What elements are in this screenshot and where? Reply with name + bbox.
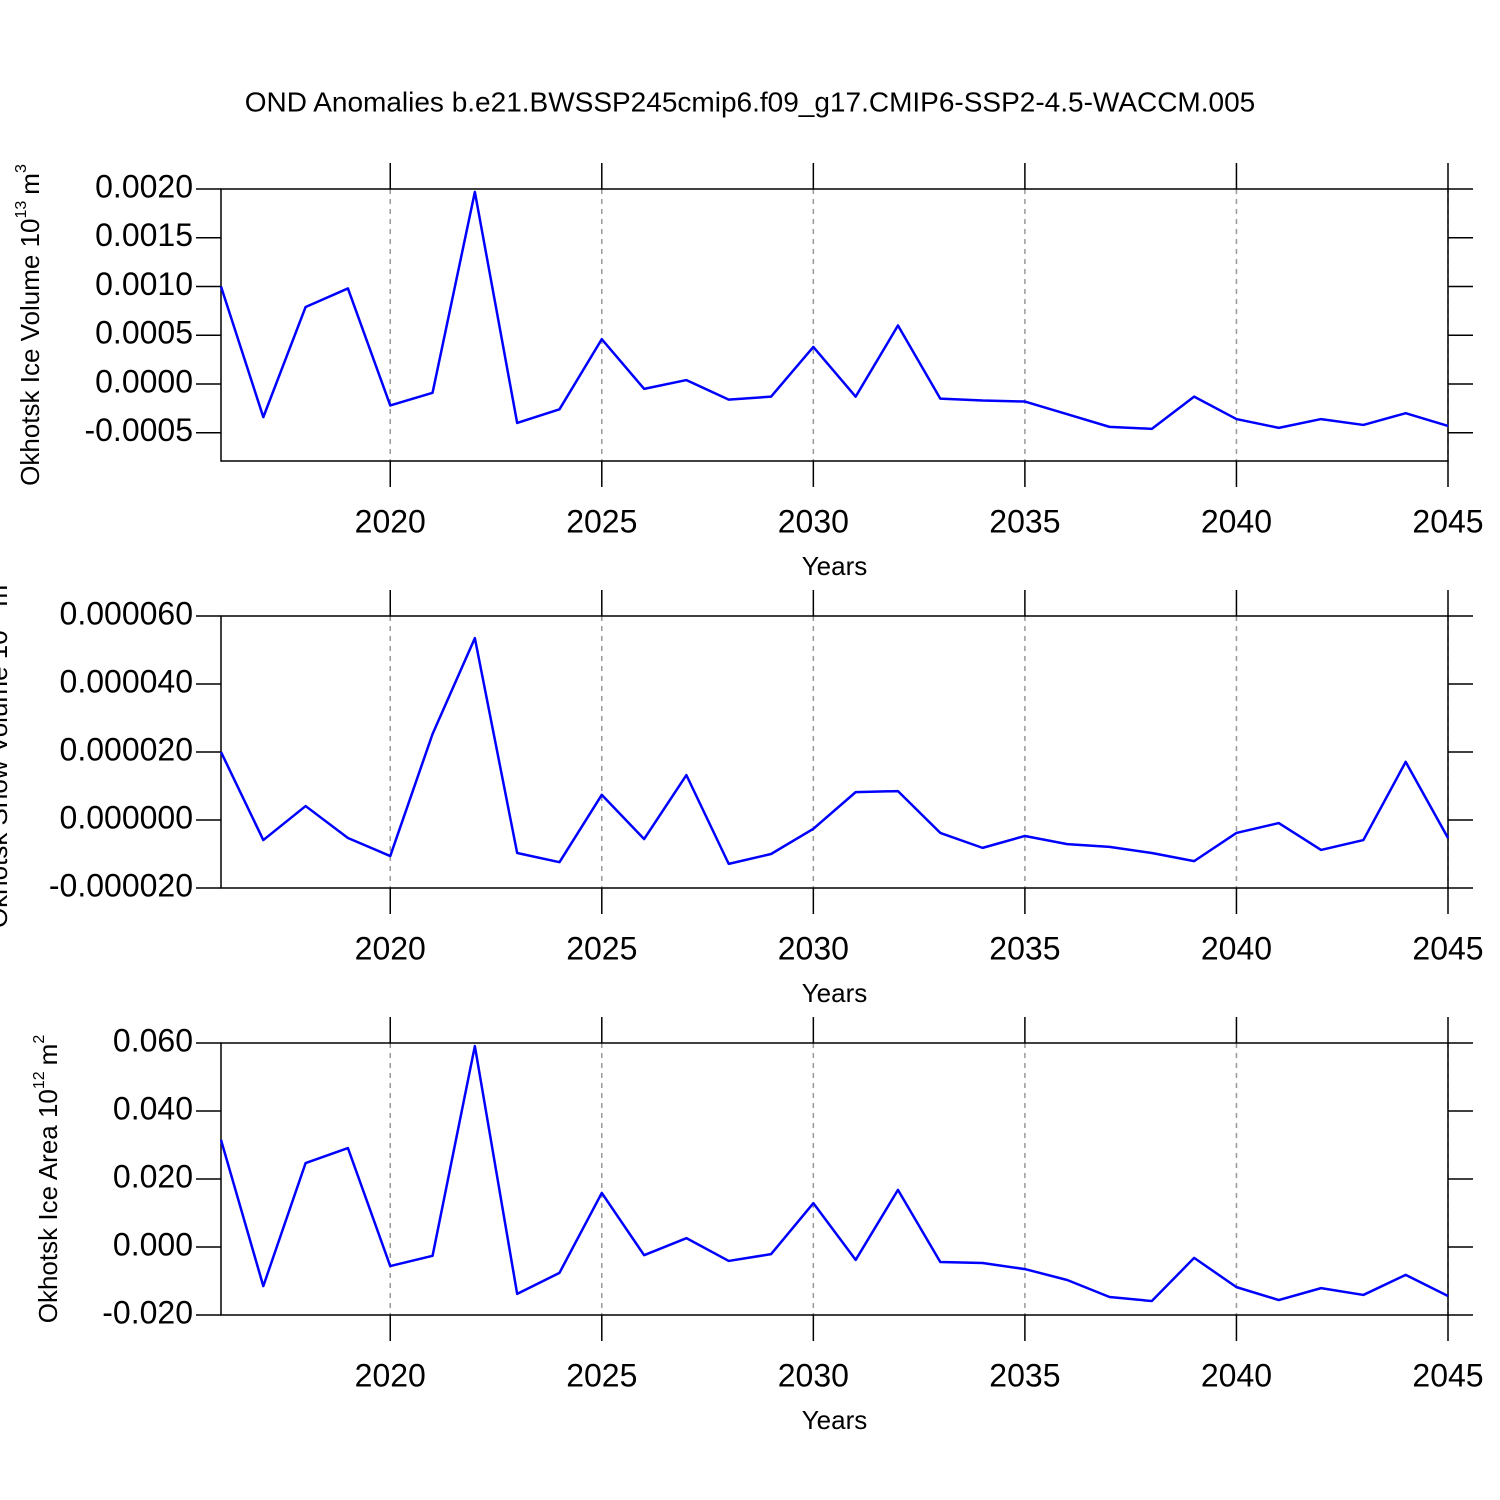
x-tick-label: 2045 bbox=[1412, 503, 1483, 539]
y-axis-label-text: Okhotsk Ice Volume 10 bbox=[15, 219, 45, 486]
y-axis-label-unit-exp: 3 bbox=[13, 164, 30, 173]
chart-title: OND Anomalies b.e21.BWSSP245cmip6.f09_g1… bbox=[245, 86, 1256, 117]
y-tick-label: 0.0010 bbox=[95, 266, 193, 302]
x-tick-label: 2035 bbox=[989, 503, 1060, 539]
x-tick-label: 2025 bbox=[566, 503, 637, 539]
x-tick-label: 2030 bbox=[778, 503, 849, 539]
y-tick-label: -0.020 bbox=[102, 1294, 193, 1330]
x-tick-label: 2020 bbox=[355, 930, 426, 966]
x-tick-label: 2030 bbox=[778, 1357, 849, 1393]
y-tick-label: 0.060 bbox=[113, 1022, 193, 1058]
y-axis-label-unit: m bbox=[33, 1044, 63, 1066]
x-tick-label: 2035 bbox=[989, 930, 1060, 966]
x-tick-label: 2030 bbox=[778, 930, 849, 966]
y-tick-label: 0.000040 bbox=[60, 663, 193, 699]
x-tick-label: 2020 bbox=[355, 503, 426, 539]
y-axis-label-exp: 13 bbox=[13, 201, 30, 219]
y-axis-label-unit: m bbox=[15, 173, 45, 195]
y-tick-label: 0.0000 bbox=[95, 363, 193, 399]
y-tick-label: 0.000060 bbox=[60, 595, 193, 631]
data-line bbox=[219, 1044, 1449, 1303]
y-axis-label: Okhotsk Ice Volume 1013 m3 bbox=[13, 164, 45, 486]
y-axis-label-text: Okhotsk Ice Area 10 bbox=[33, 1089, 63, 1323]
y-axis-label-unit-exp: 2 bbox=[31, 1035, 48, 1044]
x-tick-label: 2045 bbox=[1412, 1357, 1483, 1393]
y-tick-label: 0.000 bbox=[113, 1226, 193, 1262]
x-tick-label: 2025 bbox=[566, 930, 637, 966]
data-line bbox=[219, 636, 1450, 866]
plot-frame bbox=[220, 615, 1449, 889]
y-tick-label: 0.000020 bbox=[60, 731, 193, 767]
y-axis-label-exp: 12 bbox=[31, 1071, 48, 1089]
x-tick-label: 2040 bbox=[1201, 503, 1272, 539]
y-tick-label: -0.0005 bbox=[84, 412, 193, 448]
x-tick-label: 2045 bbox=[1412, 930, 1483, 966]
y-tick-label: 0.040 bbox=[113, 1090, 193, 1126]
y-tick-label: 0.000000 bbox=[60, 799, 193, 835]
plot-frame bbox=[220, 1042, 1449, 1316]
x-axis-label: Years bbox=[802, 551, 868, 581]
x-tick-label: 2040 bbox=[1201, 930, 1272, 966]
x-tick-label: 2040 bbox=[1201, 1357, 1272, 1393]
y-axis-label: Okhotsk Snow Volume 1013m3 bbox=[0, 576, 13, 928]
x-tick-label: 2020 bbox=[355, 1357, 426, 1393]
y-axis-label-text: Okhotsk Snow Volume 10 bbox=[0, 630, 13, 928]
data-line bbox=[219, 190, 1449, 431]
y-tick-label: 0.020 bbox=[113, 1158, 193, 1194]
y-tick-label: 0.0015 bbox=[95, 217, 193, 253]
y-tick-label: 0.0005 bbox=[95, 315, 193, 351]
y-axis-label-unit: m bbox=[0, 585, 13, 607]
x-axis-label: Years bbox=[802, 978, 868, 1008]
x-axis-label: Years bbox=[802, 1405, 868, 1435]
x-tick-label: 2025 bbox=[566, 1357, 637, 1393]
y-tick-label: 0.0020 bbox=[95, 168, 193, 204]
plot-frame bbox=[220, 188, 1449, 462]
y-tick-label: -0.000020 bbox=[49, 867, 193, 903]
y-axis-label: Okhotsk Ice Area 1012 m2 bbox=[31, 1035, 63, 1324]
x-tick-label: 2035 bbox=[989, 1357, 1060, 1393]
